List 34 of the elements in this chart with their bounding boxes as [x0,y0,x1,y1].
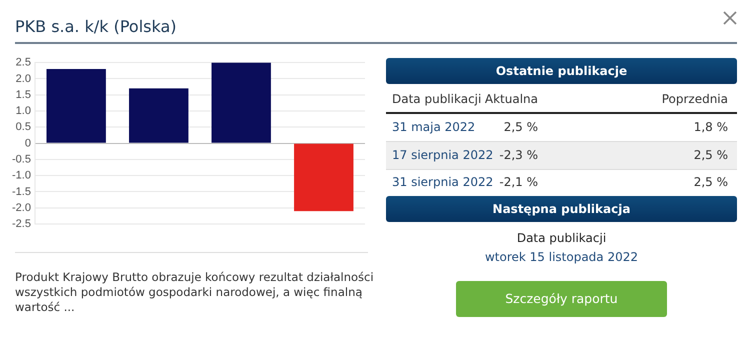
y-tick-label: 2.0 [16,72,31,85]
y-tick-label: -2.0 [12,202,31,214]
y-tick-label: -0.5 [12,153,31,166]
y-tick-label: 0.5 [16,121,31,134]
y-tick-label: -1.0 [12,170,31,182]
bar [46,69,106,143]
y-tick-label: 1.0 [16,105,31,118]
text: -2,3 % [499,148,538,162]
text: 2,5 % [694,175,728,189]
y-tick-label: -1.5 [12,186,31,198]
bar [129,88,188,143]
y-tick-label: 2.5 [16,56,31,69]
text: 17 sierpnia 2022 [392,148,494,162]
y-tick-label: 0 [24,137,31,150]
text: 1,8 % [694,120,728,134]
bar [212,62,271,143]
text: 2,5 % [694,148,728,162]
text: Data publikacji [516,231,608,245]
text: wtorek 15 listopada 2022 [484,250,640,264]
text: 31 maja 2022 [392,120,476,134]
y-tick-label: -2.5 [12,218,31,230]
text: 2,5 % [504,120,538,134]
bar [294,144,354,212]
text: Ostatnie publikacje [386,58,737,84]
text: Produkt Krajowy Brutto obrazuje końcowy rezultat działalności wszystkich podmiotów gospodarki narodowej, a więc finalną wartość ... [15,270,375,315]
text: Data publikacji [392,92,482,106]
text: Poprzednia [662,92,728,106]
y-tick-label: 1.5 [16,88,31,101]
text: Następna publikacja [386,196,737,222]
text: 31 sierpnia 2022 [392,175,494,189]
text: Szczegóły raportu [456,281,667,317]
chart-title: PKB s.a. k/k (Polska) [15,17,177,36]
text: Aktualna [484,92,538,106]
text: -2,1 % [499,175,538,189]
